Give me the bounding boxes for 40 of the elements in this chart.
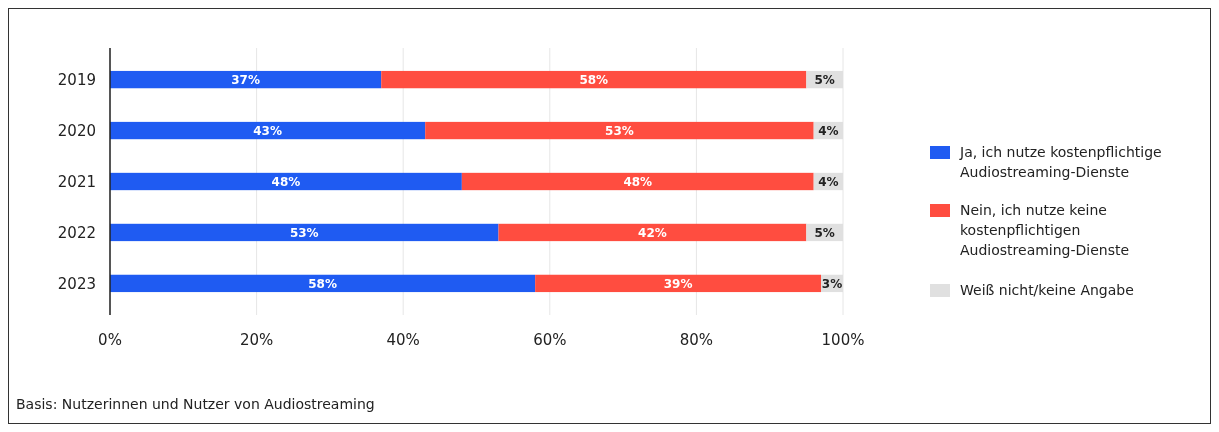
bar bbox=[381, 70, 807, 89]
data-label: 53% bbox=[289, 225, 319, 240]
x-tick-label: 40% bbox=[386, 331, 420, 349]
data-label: 3% bbox=[821, 276, 843, 291]
legend-label: Weiß nicht/keine Angabe bbox=[960, 282, 1134, 298]
data-label: 5% bbox=[814, 225, 835, 240]
y-tick-label: 2023 bbox=[57, 274, 96, 293]
y-tick-label: 2021 bbox=[57, 172, 96, 191]
y-tick-label: 2020 bbox=[57, 121, 96, 140]
data-label: 48% bbox=[271, 174, 301, 189]
legend-label: Ja, ich nutze kostenpflichtige Audiostreaming-Dienste bbox=[959, 144, 1162, 180]
data-label: 4% bbox=[818, 174, 839, 189]
bar bbox=[110, 223, 499, 242]
bar bbox=[425, 121, 814, 140]
data-label: 37% bbox=[231, 72, 260, 87]
data-label: 58% bbox=[579, 72, 609, 87]
x-tick-label: 100% bbox=[821, 331, 865, 349]
x-tick-label: 20% bbox=[239, 331, 274, 349]
data-label: 5% bbox=[814, 72, 835, 87]
data-label: 43% bbox=[253, 123, 282, 138]
data-label: 58% bbox=[308, 276, 337, 291]
x-tick-label: 80% bbox=[679, 331, 714, 349]
bar bbox=[498, 223, 807, 242]
y-tick-label: 2019 bbox=[57, 70, 96, 89]
x-tick-label: 60% bbox=[533, 331, 567, 349]
data-label: 48% bbox=[623, 174, 653, 189]
bar bbox=[110, 70, 382, 89]
y-tick-label: 2022 bbox=[57, 223, 96, 242]
legend-label: Nein, ich nutze keine kostenpflichtigen Audiostreaming-Dienste bbox=[960, 202, 1130, 258]
bar bbox=[110, 121, 426, 140]
x-tick-label: 0% bbox=[98, 331, 122, 349]
bar bbox=[461, 172, 814, 191]
data-label: 42% bbox=[638, 225, 667, 240]
text: Basis: Nutzerinnen und Nutzer von Audiostreaming bbox=[16, 396, 375, 412]
data-label: 39% bbox=[663, 276, 693, 291]
bar bbox=[535, 274, 822, 293]
bar bbox=[110, 172, 462, 191]
bar bbox=[110, 274, 536, 293]
data-label: 4% bbox=[818, 123, 839, 138]
data-label: 53% bbox=[605, 123, 634, 138]
